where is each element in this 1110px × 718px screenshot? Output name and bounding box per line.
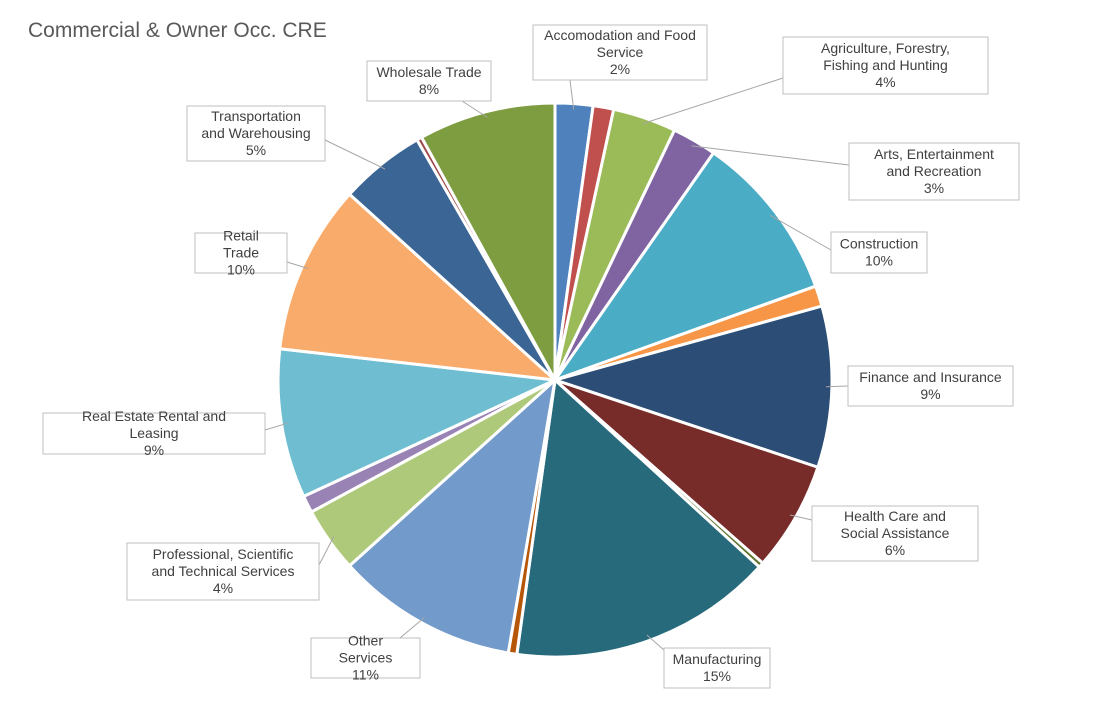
data-label-percent: 2%: [610, 61, 630, 77]
data-label-box: [848, 142, 1020, 201]
data-label-box: [663, 647, 771, 689]
data-label-category: Social Assistance: [841, 525, 950, 541]
data-label-box: [532, 24, 708, 81]
leader-lines: [264, 77, 850, 651]
leader-line-transportation-and-warehousing: [324, 139, 386, 170]
pie-slice-manufacturing: [515, 378, 761, 659]
data-label-box: [186, 105, 326, 162]
data-label-percent: 9%: [920, 386, 940, 402]
data-label-percent: 3%: [924, 180, 944, 196]
data-label-category: and Technical Services: [152, 563, 295, 579]
data-label-percent: 10%: [865, 253, 893, 269]
leader-line-construction: [769, 214, 832, 251]
data-label-category: Health Care and: [844, 508, 946, 524]
data-label-percent: 10%: [227, 262, 255, 278]
data-label-agriculture-forestry-fishing-and-hunting: Agriculture, Forestry,Fishing and Huntin…: [782, 36, 989, 95]
data-label-percent: 4%: [875, 74, 895, 90]
data-label-category: Construction: [840, 236, 919, 252]
leader-line-accomodation-and-food-service: [569, 79, 575, 110]
leader-line-retail-trade: [286, 261, 309, 269]
data-label-box: [42, 412, 266, 455]
leader-line-professional-scientific-and-technical-services: [318, 536, 335, 566]
data-label-percent: 5%: [246, 142, 266, 158]
pie-slice-real-estate-rental-and-leasing: [276, 347, 557, 498]
data-label-category: Fishing and Hunting: [823, 57, 948, 73]
data-label-category: Finance and Insurance: [859, 369, 1002, 385]
data-label-category: Services: [339, 650, 393, 666]
data-label-percent: 6%: [885, 542, 905, 558]
data-label-percent: 11%: [352, 667, 379, 683]
data-label-category: Accomodation and Food: [544, 27, 696, 43]
data-label-box: [194, 232, 288, 274]
data-label-box: [847, 365, 1014, 407]
pie-slice-construction: [553, 151, 818, 382]
data-label-category: Service: [597, 44, 644, 60]
data-label-category: and Warehousing: [201, 125, 310, 141]
data-label-box: [782, 36, 989, 95]
data-label-category: Professional, Scientific: [153, 546, 294, 562]
chart-title: Commercial & Owner Occ. CRE: [28, 19, 327, 42]
data-label-category: Trade: [223, 245, 259, 261]
data-label-category: Retail: [223, 228, 259, 244]
pie-slice-other-services: [348, 378, 557, 655]
data-label-category: Agriculture, Forestry,: [821, 40, 950, 56]
leader-line-finance-and-insurance: [825, 385, 849, 388]
data-label-category: Manufacturing: [673, 651, 762, 667]
data-label-box: [310, 637, 421, 679]
data-label-category: Transportation: [211, 108, 301, 124]
data-label-percent: 8%: [419, 81, 439, 97]
pie-slices: [276, 101, 834, 659]
pie-slice-retail-trade: [278, 192, 557, 382]
leader-line-wholesale-trade: [461, 100, 488, 118]
data-label-category: and Recreation: [887, 163, 982, 179]
data-label-category: Real Estate Rental and: [82, 408, 226, 424]
leader-line-agriculture-forestry-fishing-and-hunting: [642, 77, 784, 125]
leader-line-other-services: [399, 617, 425, 639]
leader-line-manufacturing: [646, 634, 665, 651]
leader-line-arts-entertainment-and-recreation: [691, 145, 850, 166]
leader-line-real-estate-rental-and-leasing: [264, 422, 288, 431]
leader-line-health-care-and-social-assistance: [789, 514, 813, 521]
pie-slice-health-care-and-social-assistance: [553, 378, 820, 565]
data-label-category: Arts, Entertainment: [874, 146, 994, 162]
data-label-box: [126, 542, 320, 601]
data-label-category: Wholesale Trade: [376, 64, 481, 80]
data-label-box: [366, 60, 492, 102]
data-label-percent: 15%: [703, 668, 731, 684]
data-label-category: Leasing: [129, 425, 178, 441]
data-label-percent: 4%: [213, 580, 233, 596]
data-label-box: [830, 231, 928, 274]
data-label-box: [811, 505, 979, 562]
data-label-percent: 9%: [144, 442, 164, 458]
pie-slice-wholesale-trade: [420, 101, 557, 382]
data-label-category: Other: [348, 633, 383, 649]
